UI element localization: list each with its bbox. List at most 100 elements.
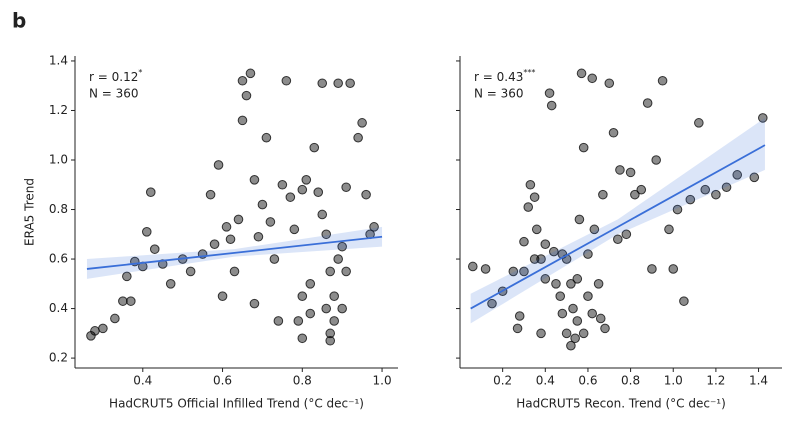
point [229,266,240,277]
x-tick-label: 1.0 [373,374,392,388]
point [583,291,593,301]
point [337,241,347,252]
point [519,266,529,277]
point [608,127,619,138]
point [289,224,300,235]
point [625,167,636,178]
point [325,266,336,277]
point [241,90,252,101]
r-annotation: r = 0.43*** [474,68,535,84]
point [309,142,320,153]
point [561,328,572,339]
x-tick-label: 0.4 [536,374,555,388]
point [536,328,546,339]
point [657,75,668,86]
point [672,204,683,215]
point [317,78,328,89]
point [583,249,593,259]
point [281,75,292,86]
point [568,303,578,314]
n-annotation: N = 360 [474,87,524,101]
point [273,316,284,326]
point [149,244,160,254]
point [531,224,542,235]
point [519,236,529,247]
point [572,316,583,326]
x-tick-label: 0.2 [493,374,512,388]
r-value: r = 0.12 [89,70,138,84]
x-tick-label: 0.8 [293,374,312,388]
point [578,328,589,339]
point [572,274,583,284]
fit-line [86,235,383,270]
point [551,279,561,289]
point [165,279,176,289]
point [345,78,355,89]
point [337,303,347,314]
point [540,239,551,249]
point [651,155,661,165]
point [325,328,336,339]
significance: * [138,68,142,77]
point [615,165,625,175]
point [578,142,589,153]
y-tick-label: 1.2 [49,103,68,117]
point [732,170,743,180]
x-tick-label: 1.4 [749,374,768,388]
point [249,175,260,185]
x-tick-label: 0.4 [133,374,152,388]
point [205,189,216,200]
point [512,323,523,334]
point [261,132,272,143]
point [587,73,598,84]
point [529,192,540,202]
y-tick-label: 1.0 [49,153,68,167]
r-annotation: r = 0.12* [89,68,142,84]
point [321,303,332,314]
point [126,296,136,306]
point [297,184,308,195]
point [487,298,497,309]
point [480,264,491,274]
point [604,78,615,89]
n-annotation: N = 360 [89,87,139,101]
point [679,296,689,306]
point [544,88,555,98]
y-tick-label: 1.4 [49,53,68,67]
point [265,217,276,227]
point [589,224,600,235]
point [668,264,679,274]
point [305,279,316,289]
point [325,335,336,346]
point [285,192,296,202]
y-tick-label: 0.8 [49,202,68,216]
point [269,254,280,264]
fit-line [470,144,766,310]
point [361,189,371,200]
point [711,189,721,200]
point [317,209,328,220]
point [341,182,351,193]
point [540,274,551,284]
point [253,231,264,242]
point [90,326,100,336]
point [277,179,288,190]
point [301,175,312,185]
point [98,323,108,334]
x-tick-label: 0.6 [213,374,232,388]
point [293,316,304,326]
point [257,199,268,210]
point [233,214,244,225]
point [721,182,732,193]
point [758,113,768,123]
point [110,313,120,324]
point [621,229,632,240]
point [514,311,525,321]
x-axis-label: HadCRUT5 Official Infilled Trend (°C dec… [109,397,364,411]
point [122,271,132,282]
point [576,68,587,79]
point [357,118,367,128]
point [353,132,363,143]
point [245,68,256,79]
point [237,115,248,126]
